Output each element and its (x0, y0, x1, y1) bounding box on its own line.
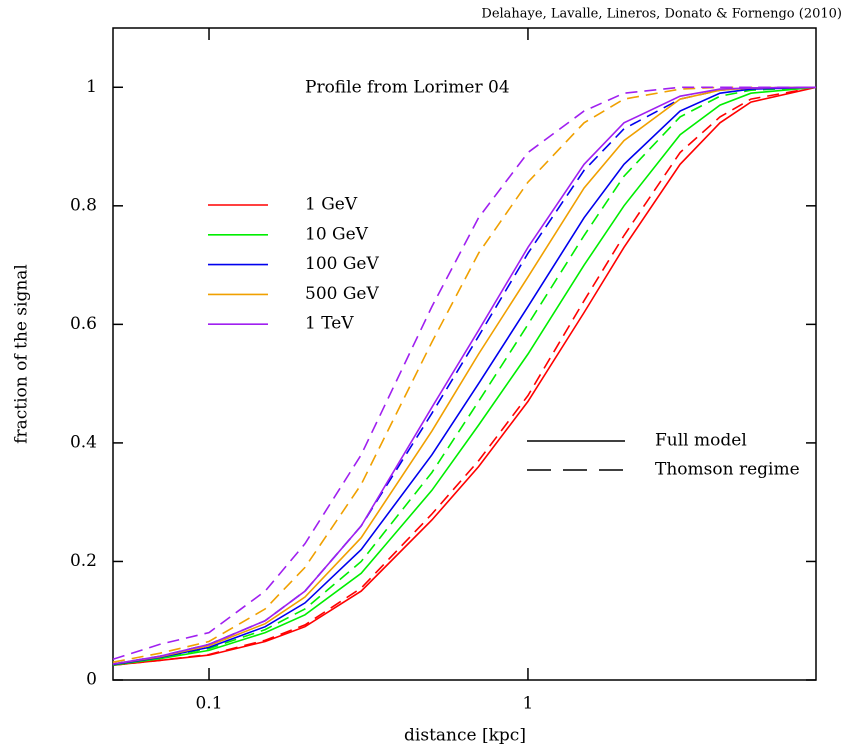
x-tick-label: 0.1 (195, 694, 222, 714)
y-tick-label: 1 (86, 77, 97, 97)
thomson-line (112, 86, 816, 663)
legend-label: 100 GeV (305, 254, 379, 274)
annotation: Profile from Lorimer 04 (305, 78, 510, 98)
credit: Delahaye, Lavalle, Lineros, Donato & For… (481, 7, 842, 22)
y-tick-label: 0.8 (70, 195, 97, 215)
full-model-line (112, 86, 817, 665)
y-axis-label: fraction of the signal (12, 264, 32, 444)
thomson-line (112, 86, 817, 666)
legend-label: 1 GeV (305, 195, 358, 215)
full-model-line (112, 86, 817, 666)
y-tick-label: 0.2 (70, 551, 97, 571)
legend-label: 1 TeV (305, 314, 354, 334)
plot-frame (112, 27, 817, 681)
style-legend-label: Full model (655, 431, 747, 451)
full-model-line (112, 86, 817, 666)
thomson-line (112, 86, 817, 665)
legend-label: 10 GeV (305, 224, 369, 244)
x-tick-label: 1 (523, 694, 534, 714)
legend-label: 500 GeV (305, 284, 379, 304)
style-legend-label: Thomson regime (655, 460, 800, 480)
full-model-line (112, 86, 817, 666)
y-tick-label: 0.6 (70, 314, 97, 334)
full-model-line (112, 86, 817, 665)
thomson-line (112, 86, 816, 661)
y-tick-label: 0.4 (70, 432, 97, 452)
y-tick-label: 0 (86, 670, 97, 690)
x-axis-label: distance [kpc] (404, 726, 526, 746)
